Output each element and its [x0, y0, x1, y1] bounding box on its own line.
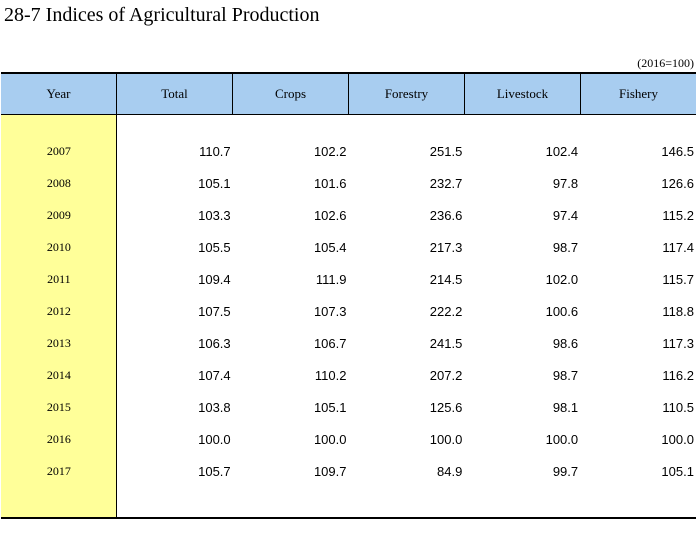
- table-row: 2011 109.4 111.9 214.5 102.0 115.7: [1, 263, 696, 295]
- forestry-cell: 222.2: [429, 303, 463, 319]
- year-cell: 2013: [46, 335, 71, 350]
- forestry-cell: 125.6: [429, 399, 463, 415]
- crops-cell: 105.1: [313, 399, 347, 415]
- total-cell: 106.3: [198, 335, 231, 351]
- table-row: 2012 107.5 107.3 222.2 100.6 118.8: [1, 295, 696, 327]
- fishery-cell: 105.1: [661, 463, 694, 479]
- table-body: 2007 110.7 102.2 251.5 102.4 146.5 2008 105.1 10…: [1, 135, 696, 487]
- column-header-fishery: Fishery: [619, 86, 658, 101]
- year-cell: 2012: [46, 303, 71, 318]
- total-cell: 107.4: [198, 367, 231, 383]
- bottom-rule: [1, 517, 696, 519]
- fishery-cell: 117.4: [662, 239, 694, 255]
- fishery-cell: 110.5: [662, 399, 694, 415]
- top-rule: [1, 72, 696, 74]
- fishery-cell: 116.2: [662, 367, 694, 383]
- forestry-cell: 251.5: [429, 143, 463, 159]
- table-row: 2010 105.5 105.4 217.3 98.7 117.4: [1, 231, 696, 263]
- livestock-cell: 98.1: [552, 399, 579, 415]
- crops-cell: 107.3: [313, 303, 347, 319]
- total-cell: 105.7: [198, 463, 231, 479]
- forestry-cell: 84.9: [437, 463, 463, 479]
- fishery-cell: 100.0: [661, 431, 694, 447]
- forestry-cell: 100.0: [429, 431, 463, 447]
- total-cell: 103.3: [198, 207, 231, 223]
- table-row: 2014 107.4 110.2 207.2 98.7 116.2: [1, 359, 696, 391]
- crops-cell: 110.2: [314, 367, 347, 383]
- column-header-livestock: Livestock: [465, 74, 581, 114]
- crops-cell: 102.6: [313, 207, 347, 223]
- column-header-total: Total: [117, 74, 233, 114]
- forestry-cell: 217.3: [429, 239, 463, 255]
- year-cell: 2010: [46, 239, 71, 254]
- year-cell: 2015: [46, 399, 71, 414]
- livestock-cell: 98.6: [552, 335, 579, 351]
- forestry-cell: 241.5: [429, 335, 463, 351]
- fishery-cell: 118.8: [662, 303, 694, 319]
- table-row: 2013 106.3 106.7 241.5 98.6 117.3: [1, 327, 696, 359]
- year-column-background: [1, 115, 117, 517]
- livestock-cell: 97.8: [552, 175, 579, 191]
- year-cell: 2011: [47, 271, 71, 286]
- year-cell: 2009: [46, 207, 71, 222]
- crops-cell: 100.0: [313, 431, 347, 447]
- forestry-cell: 214.5: [429, 271, 463, 287]
- forestry-cell: 207.2: [429, 367, 463, 383]
- livestock-cell: 102.0: [545, 271, 579, 287]
- table-row: 2009 103.3 102.6 236.6 97.4 115.2: [1, 199, 696, 231]
- year-cell: 2008: [46, 175, 71, 190]
- livestock-cell: 98.7: [552, 239, 579, 255]
- total-cell: 100.0: [198, 431, 231, 447]
- column-header-crops: Crops: [233, 74, 349, 114]
- livestock-cell: 98.7: [552, 367, 579, 383]
- column-header-forestry: Forestry: [349, 74, 465, 114]
- crops-cell: 109.7: [313, 463, 347, 479]
- fishery-cell: 117.3: [662, 335, 694, 351]
- year-cell: 2017: [46, 463, 71, 478]
- table-row: 2008 105.1 101.6 232.7 97.8 126.6: [1, 167, 696, 199]
- crops-cell: 102.2: [313, 143, 347, 159]
- page-title: 28-7 Indices of Agricultural Production: [4, 4, 320, 26]
- forestry-cell: 236.6: [429, 207, 463, 223]
- crops-cell: 111.9: [315, 271, 347, 287]
- total-cell: 105.5: [198, 239, 231, 255]
- fishery-cell: 126.6: [661, 175, 694, 191]
- total-cell: 103.8: [198, 399, 231, 415]
- livestock-cell: 97.4: [552, 207, 579, 223]
- fishery-cell: 146.5: [661, 143, 694, 159]
- unit-note: (2016=100): [637, 56, 694, 70]
- total-cell: 109.4: [198, 271, 231, 287]
- forestry-cell: 232.7: [429, 175, 463, 191]
- total-cell: 110.7: [199, 143, 231, 159]
- fishery-cell: 115.2: [662, 207, 694, 223]
- crops-cell: 105.4: [313, 239, 347, 255]
- table-row: 2017 105.7 109.7 84.9 99.7 105.1: [1, 455, 696, 487]
- livestock-cell: 99.7: [552, 463, 579, 479]
- crops-cell: 106.7: [313, 335, 347, 351]
- table-header: Year Total Crops Forestry Livestock Fish…: [1, 74, 696, 115]
- crops-cell: 101.6: [313, 175, 347, 191]
- year-cell: 2014: [46, 367, 71, 382]
- livestock-cell: 100.0: [545, 431, 579, 447]
- total-cell: 105.1: [198, 175, 231, 191]
- livestock-cell: 102.4: [545, 143, 579, 159]
- table-row: 2007 110.7 102.2 251.5 102.4 146.5: [1, 135, 696, 167]
- year-cell: 2016: [46, 431, 71, 446]
- livestock-cell: 100.6: [545, 303, 579, 319]
- total-cell: 107.5: [198, 303, 231, 319]
- table-row: 2016 100.0 100.0 100.0 100.0 100.0: [1, 423, 696, 455]
- fishery-cell: 115.7: [662, 271, 694, 287]
- column-header-year: Year: [1, 74, 117, 114]
- table-row: 2015 103.8 105.1 125.6 98.1 110.5: [1, 391, 696, 423]
- year-cell: 2007: [46, 143, 71, 158]
